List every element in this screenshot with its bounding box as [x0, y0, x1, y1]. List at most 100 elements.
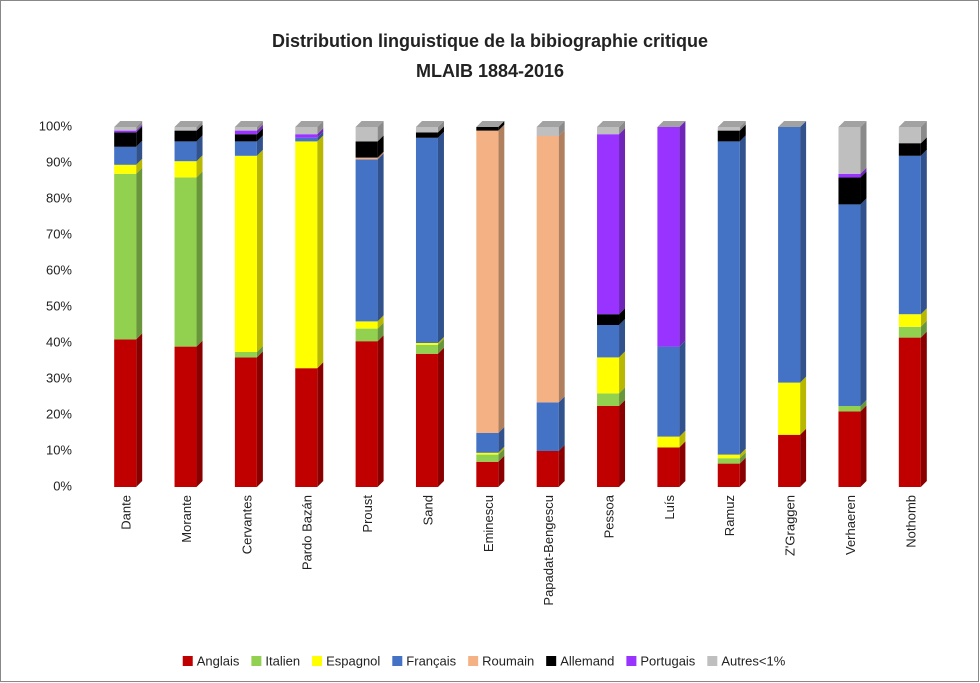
bar-side	[800, 428, 807, 487]
bar-segment	[355, 159, 378, 322]
bar-top	[898, 121, 927, 127]
y-tick-label: 40%	[46, 334, 72, 349]
bar-segment	[355, 328, 378, 342]
bar-side	[196, 155, 203, 178]
bar-side	[920, 308, 927, 327]
legend-swatch	[546, 656, 557, 666]
legend-label: Roumain	[482, 653, 534, 668]
bar-segment	[415, 344, 438, 354]
bar-side	[498, 448, 505, 462]
bar-side	[377, 322, 384, 342]
bar-segment	[114, 173, 137, 340]
y-tick-label: 70%	[46, 226, 72, 241]
bar-side	[558, 445, 565, 487]
bar-segment	[174, 346, 197, 487]
bar-top	[476, 121, 505, 127]
bar-segment	[295, 137, 318, 142]
bar-top	[355, 121, 384, 127]
x-tick-label: Cervantes	[239, 495, 254, 555]
bar-segment	[355, 127, 378, 142]
bar-side	[860, 198, 867, 406]
bar-segment	[898, 337, 921, 487]
bar-side	[317, 128, 324, 138]
bar-segment	[898, 127, 921, 144]
bar-segment	[476, 127, 499, 131]
x-tick-label: Sand	[420, 495, 435, 525]
bar-segment	[355, 141, 378, 158]
bar-segment	[234, 127, 257, 131]
bar-segment	[234, 134, 257, 142]
legend-label: Portugais	[640, 653, 695, 668]
legend-label: Français	[406, 653, 456, 668]
bar-side	[920, 320, 927, 338]
bar-segment	[838, 411, 861, 487]
bar-side	[619, 351, 626, 394]
y-tick-label: 50%	[46, 298, 72, 313]
bar-segment	[476, 452, 499, 455]
bar-side	[498, 427, 505, 453]
bar-side	[498, 446, 505, 455]
bar-segment	[295, 368, 318, 487]
bar-side	[317, 131, 324, 142]
bar-segment	[415, 343, 438, 345]
bar-segment	[415, 353, 438, 487]
bar-segment	[355, 157, 378, 160]
bar-segment	[476, 433, 499, 453]
bar-top	[114, 121, 143, 127]
x-tick-label: Pardo Bazán	[300, 495, 315, 570]
bar-side	[377, 135, 384, 158]
bar-segment	[657, 127, 680, 347]
bar-segment	[597, 406, 620, 487]
bar-side	[860, 121, 867, 174]
legend-label: Espagnol	[326, 653, 380, 668]
bar-side	[136, 140, 143, 165]
y-tick-label: 10%	[46, 442, 72, 457]
bar-side	[739, 121, 746, 131]
bar-segment	[778, 127, 801, 383]
bar-side	[256, 149, 263, 352]
bar-side	[437, 338, 444, 354]
bar-segment	[536, 136, 559, 403]
bar-side	[437, 337, 444, 345]
bar-segment	[415, 137, 438, 343]
bar-side	[498, 124, 505, 433]
bar-side	[196, 121, 203, 131]
bar-top	[536, 121, 565, 127]
legend-swatch	[182, 656, 193, 666]
bar-segment	[536, 402, 559, 451]
legend-label: Anglais	[197, 653, 240, 668]
legend-label: Allemand	[560, 653, 614, 668]
bar-side	[196, 135, 203, 162]
bar-side	[256, 124, 263, 135]
bar-side	[256, 351, 263, 487]
bar-side	[498, 455, 505, 487]
y-tick-label: 80%	[46, 190, 72, 205]
bar-segment	[717, 463, 740, 487]
bar-segment	[597, 325, 620, 358]
bar-side	[437, 126, 444, 138]
bar-segment	[838, 173, 861, 178]
bar-side	[679, 340, 686, 437]
bar-side	[256, 135, 263, 156]
bar-segment	[898, 314, 921, 327]
bar-side	[377, 335, 384, 487]
bar-side	[317, 362, 324, 487]
bar-side	[860, 171, 867, 205]
bar-side	[920, 331, 927, 487]
chart-title: Distribution linguistique de la bibiogra…	[272, 31, 708, 51]
x-tick-label: Nothomb	[903, 495, 918, 548]
bar-side	[739, 448, 746, 459]
bar-segment	[476, 130, 499, 433]
bar-segment	[898, 155, 921, 315]
bar-side	[377, 153, 384, 322]
bar-segment	[295, 127, 318, 135]
bar-side	[619, 387, 626, 406]
bar-segment	[657, 447, 680, 487]
legend-swatch	[251, 656, 262, 666]
bar-side	[377, 121, 384, 142]
bar-side	[860, 400, 867, 412]
bar-segment	[597, 134, 620, 315]
y-tick-label: 0%	[53, 478, 72, 493]
bar-top	[415, 121, 444, 127]
